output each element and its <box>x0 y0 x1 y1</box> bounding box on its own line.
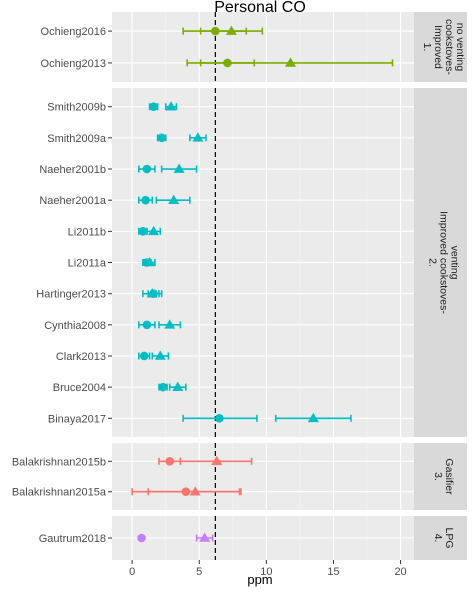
facet-strip-label: Improved cookstoves- <box>438 211 450 314</box>
control-point-circle <box>157 133 166 143</box>
study-label: Li2011b <box>68 226 106 238</box>
facet-strip-label: LPG <box>443 527 455 548</box>
intervention-point-triangle <box>172 381 184 391</box>
study-label: Clark2013 <box>56 351 106 363</box>
control-point-circle <box>142 164 152 174</box>
intervention-point-triangle <box>211 455 223 466</box>
control-point-circle <box>138 227 148 236</box>
control-point-circle <box>141 195 150 205</box>
control-point-circle <box>137 533 146 543</box>
study-label: Ochieng2013 <box>41 58 106 70</box>
intervention-point-triangle <box>154 350 166 360</box>
study-label: Gautrum2018 <box>39 533 106 545</box>
x-axis-label: ppm <box>247 572 272 587</box>
facet-strip-label: 1. <box>421 43 433 52</box>
control-point-circle <box>165 456 175 466</box>
facet-panel-3: Balakrishnan2015b Balakrishnan2015a 3. Gasi… <box>12 443 467 510</box>
facet-panel-2: Smith2009b Smith2009a Naeher2001b Naeher200… <box>36 88 467 437</box>
panel-background <box>112 12 414 82</box>
facet-strip-label: 3. <box>432 472 444 481</box>
study-label: Balakrishnan2015b <box>12 456 106 468</box>
study-label: Smith2009b <box>47 102 106 114</box>
x-tick-label: 10 <box>260 566 272 578</box>
study-label: Hartinger2013 <box>36 289 106 301</box>
study-label: Li2011a <box>68 258 107 270</box>
intervention-point-triangle <box>307 412 319 423</box>
intervention-point-triangle <box>189 486 201 496</box>
study-label: Naeher2001b <box>39 164 106 176</box>
intervention-point-triangle <box>168 194 180 204</box>
study-label: Bruce2004 <box>53 382 106 394</box>
control-point-circle <box>142 320 152 330</box>
intervention-point-triangle <box>165 101 177 111</box>
intervention-point-triangle <box>199 532 211 542</box>
intervention-point-triangle <box>225 25 237 35</box>
facet-strip-label: cookstoves- <box>443 19 455 76</box>
control-point-circle <box>139 351 149 361</box>
control-point-circle <box>215 414 224 423</box>
facet-panel-4: Gautrum2018 4. LPG <box>39 516 467 560</box>
x-axis: 0 5 10 15 20 <box>129 560 407 578</box>
facet-strip <box>414 516 467 560</box>
facet-strip-label: venting <box>449 246 461 280</box>
study-label: Binaya2017 <box>48 413 106 425</box>
x-tick-label: 15 <box>327 566 339 578</box>
study-label: Ochieng2016 <box>41 26 106 38</box>
x-tick-label: 0 <box>129 566 135 578</box>
intervention-point-triangle <box>144 257 156 267</box>
intervention-point-triangle <box>192 132 204 142</box>
intervention-point-triangle <box>146 288 158 298</box>
intervention-point-triangle <box>285 57 297 67</box>
facet-strip-label: no venting <box>454 23 466 72</box>
panel-background <box>112 443 414 510</box>
intervention-point-triangle <box>164 319 176 329</box>
control-point-circle <box>149 102 158 111</box>
control-point-circle <box>158 382 168 392</box>
facet-strip <box>414 443 467 510</box>
x-tick-label: 20 <box>394 566 406 578</box>
intervention-point-triangle <box>148 225 160 236</box>
facet-panel-1: Ochieng2016 Ochieng2013 1. Improved cookstov… <box>41 12 467 82</box>
study-label: Naeher2001a <box>39 195 107 207</box>
study-label: Smith2009a <box>47 133 107 145</box>
facet-strip-label: 2. <box>427 258 439 267</box>
facet-strip <box>414 12 467 82</box>
x-tick-label: 5 <box>196 566 202 578</box>
study-label: Balakrishnan2015a <box>12 487 107 499</box>
facet-strip-label: Gasifier <box>443 458 455 495</box>
study-label: Cynthia2008 <box>44 320 106 332</box>
facet-strip <box>414 88 467 437</box>
facet-strip-label: Improved <box>432 25 444 69</box>
intervention-point-triangle <box>173 163 185 173</box>
facet-strip-label: 4. <box>432 534 444 543</box>
